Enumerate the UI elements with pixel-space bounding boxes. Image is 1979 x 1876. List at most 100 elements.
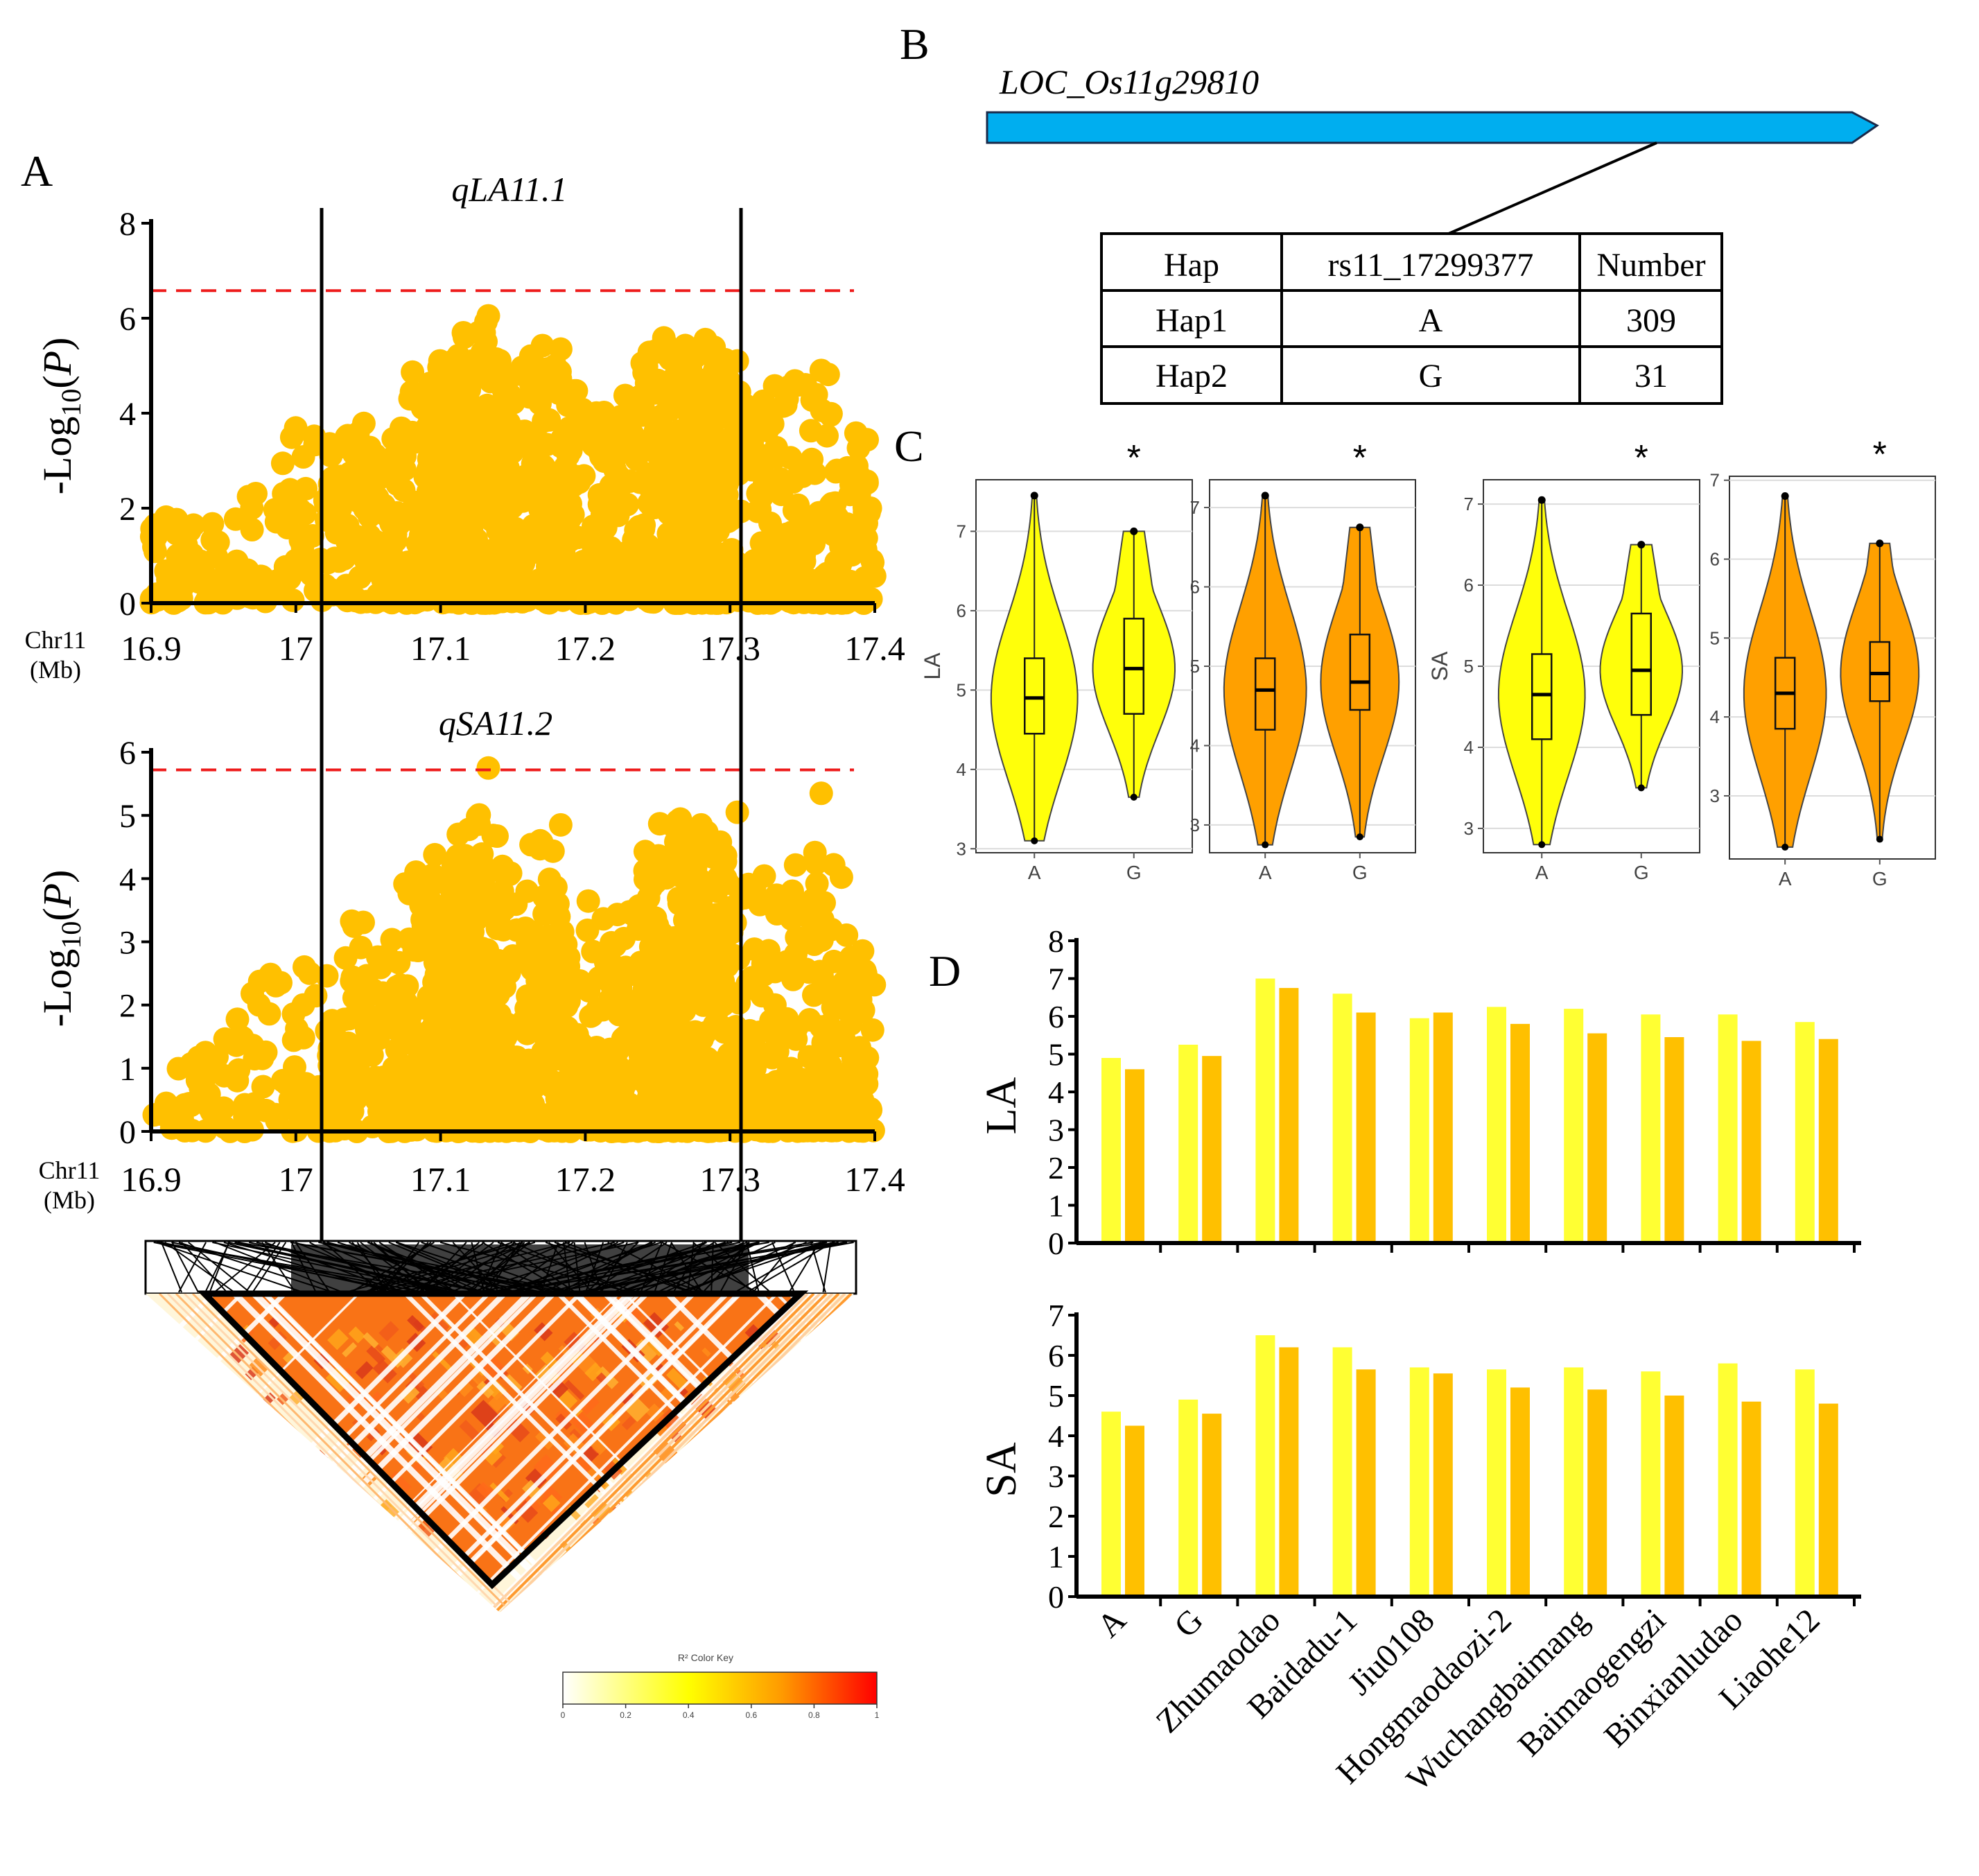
snp-point — [645, 560, 670, 584]
snp-point — [832, 1027, 856, 1051]
snp-point — [485, 909, 509, 933]
x-tick-label: 17.3 — [699, 1160, 760, 1199]
snp-point — [557, 1106, 582, 1131]
y-tick-label: 6 — [119, 301, 136, 338]
y-tick-label: 4 — [119, 396, 136, 433]
x-tick-label: A — [1779, 868, 1792, 889]
snp-point — [397, 1012, 421, 1036]
snp-point — [821, 996, 845, 1020]
lead-snp-point — [809, 781, 833, 806]
snp-point — [291, 445, 315, 469]
y-tick-label: 2 — [119, 988, 136, 1025]
snp-point — [815, 424, 839, 448]
bar — [1356, 1012, 1376, 1243]
snp-point — [348, 565, 372, 589]
outlier-point — [1876, 539, 1884, 548]
snp-point — [436, 933, 460, 957]
snp-point — [319, 1100, 343, 1124]
outlier-point — [1637, 784, 1645, 792]
y-tick-label: 3 — [1048, 1113, 1064, 1148]
snp-point — [547, 905, 571, 929]
snp-point — [576, 1088, 600, 1113]
snp-point — [634, 371, 659, 395]
snp-point — [468, 587, 492, 611]
snp-point — [333, 946, 358, 970]
outlier-point — [1130, 527, 1138, 535]
manhattan-plot-sa: qSA11.2 -Log10(P) 0 1 2 3 4 5 6 16.9 17 17.1 17.2 1… — [35, 704, 905, 1214]
snp-point — [668, 347, 692, 372]
snp-point — [801, 521, 826, 546]
bar — [1741, 1401, 1761, 1597]
snp-point — [417, 892, 442, 917]
y-tick-label: 5 — [1048, 1378, 1064, 1414]
table-header-hap: Hap — [1164, 247, 1219, 284]
snp-point — [692, 400, 715, 424]
bar — [1818, 1039, 1838, 1243]
snp-point — [419, 490, 443, 514]
y-tick-label: 4 — [1048, 1418, 1064, 1454]
y-tick-label: 6 — [1048, 1338, 1064, 1373]
bar — [1433, 1012, 1453, 1243]
outlier-point — [1261, 492, 1269, 500]
snp-point — [707, 376, 731, 400]
snp-point — [733, 1040, 758, 1064]
snp-point — [251, 1075, 275, 1099]
significance-star: * — [1873, 435, 1887, 475]
snp-point — [336, 1031, 360, 1055]
snp-point — [532, 1117, 556, 1141]
snp-point — [653, 384, 677, 408]
snp-point — [557, 1036, 581, 1060]
snp-point — [643, 972, 668, 996]
snp-point — [288, 528, 313, 553]
snp-point — [494, 526, 518, 550]
y-tick-label: 6 — [1464, 575, 1474, 596]
snp-point — [862, 973, 887, 997]
snp-point — [691, 433, 715, 458]
snp-point — [631, 1109, 655, 1133]
snp-point — [751, 389, 776, 413]
snp-point — [717, 1096, 742, 1120]
snp-point — [656, 1043, 679, 1067]
y-tick-label: 7 — [1048, 962, 1064, 997]
snp-point — [645, 1018, 669, 1042]
qtl-title: qSA11.2 — [439, 704, 552, 742]
snp-point — [444, 370, 468, 394]
snp-point — [285, 1017, 309, 1041]
snp-point — [191, 1070, 216, 1094]
snp-point — [448, 1032, 473, 1056]
ld-triangle — [146, 1294, 854, 1613]
snp-point — [557, 416, 582, 440]
y-axis-label: SA — [978, 1442, 1025, 1497]
snp-point — [374, 987, 399, 1011]
snp-point — [430, 1007, 455, 1031]
y-tick-label: 5 — [957, 679, 966, 700]
lead-snp-point — [725, 800, 749, 824]
snp-point — [547, 381, 571, 406]
snp-point — [334, 472, 358, 496]
snp-point — [802, 932, 826, 956]
snp-point — [481, 993, 505, 1017]
bar — [1664, 1037, 1684, 1243]
ld-block-outline — [197, 1290, 809, 1590]
snp-point — [451, 321, 476, 345]
snp-point — [534, 433, 559, 457]
y-axis-label: -Log10(P) — [35, 338, 87, 495]
y-tick-label: 6 — [957, 600, 966, 621]
snp-point — [415, 1026, 439, 1050]
color-key-tick: 0 — [561, 1710, 566, 1720]
snp-point — [295, 553, 319, 577]
snp-point — [647, 812, 672, 836]
haplotype-table: Hap rs11_17299377 Number Hap1 A 309 Hap2… — [1100, 232, 1723, 405]
color-key-tick: 0.4 — [683, 1710, 695, 1720]
bar — [1795, 1369, 1815, 1597]
qtl-title: qLA11.1 — [451, 170, 567, 209]
snp-point — [206, 530, 230, 555]
snp-point — [244, 482, 268, 505]
y-tick-label: 4 — [1048, 1075, 1064, 1110]
snp-point — [747, 1020, 771, 1044]
x-tick-label: 17.1 — [410, 1160, 471, 1199]
violin-plots: 3 4 5 6 7 LA A G * 3 4 5 6 7 A G * 3 4 5 6 7 SA A G * 3 4 5 6 7 A G * — [920, 435, 1936, 889]
lead-snp-point — [548, 337, 573, 361]
y-tick-label: 0 — [1048, 1226, 1064, 1261]
snp-point — [681, 887, 706, 911]
